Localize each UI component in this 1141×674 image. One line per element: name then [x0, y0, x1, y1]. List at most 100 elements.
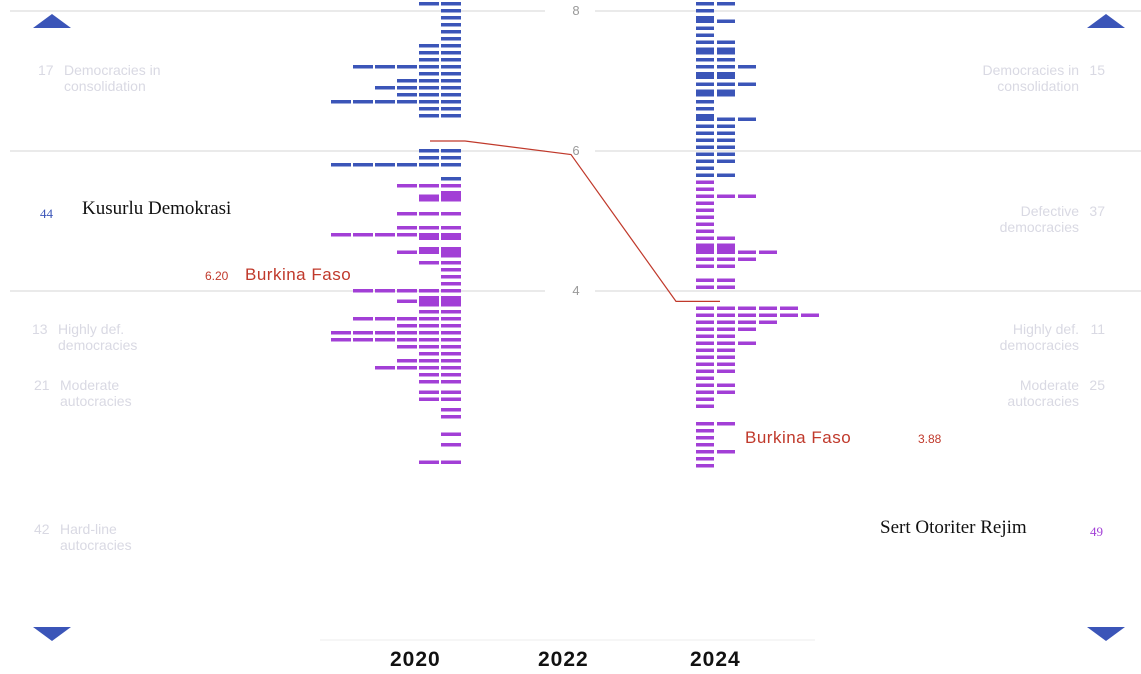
bar-2020 [441, 366, 461, 370]
right-cat-count: 25 [1089, 377, 1105, 393]
bar-2020 [375, 65, 395, 69]
bar-2020 [397, 359, 417, 363]
bar-2024 [696, 362, 714, 366]
bar-2024 [780, 313, 798, 317]
bar-2024 [717, 117, 735, 121]
scroll-down-left-icon[interactable] [33, 627, 71, 641]
bar-2020 [419, 100, 439, 104]
year-label-2024[interactable]: 2024 [690, 648, 741, 671]
bar-2024 [717, 243, 735, 247]
bar-2024 [696, 250, 714, 254]
bar-2024 [696, 222, 714, 226]
bar-2020 [397, 366, 417, 370]
bar-2020 [397, 65, 417, 69]
bar-2020 [375, 338, 395, 342]
bar-2020 [419, 2, 439, 6]
bar-2020 [419, 345, 439, 349]
bar-2020 [441, 65, 461, 69]
bar-2024 [696, 334, 714, 338]
bar-2020 [419, 317, 439, 321]
bar-2024 [696, 33, 714, 37]
bar-2024 [738, 313, 756, 317]
bar-2020 [419, 296, 439, 300]
right-hardline-count: 49 [1090, 524, 1103, 539]
bar-2024 [696, 47, 714, 51]
bar-2020 [441, 415, 461, 419]
bar-2024 [717, 348, 735, 352]
bar-2020 [441, 247, 461, 251]
bar-2020 [397, 345, 417, 349]
bar-2020 [441, 380, 461, 384]
bar-2024 [717, 313, 735, 317]
bar-2024 [717, 19, 735, 23]
bar-2024 [717, 369, 735, 373]
bar-2020 [441, 261, 461, 265]
bar-2024 [717, 47, 735, 51]
scroll-up-left-icon[interactable] [33, 14, 71, 28]
bar-2020 [441, 107, 461, 111]
left-defective-count: 44 [40, 206, 53, 221]
bar-2024 [696, 159, 714, 163]
right-cat-highly-defective: Highly def. democracies 11 [939, 321, 1105, 353]
bar-2024 [696, 173, 714, 177]
bar-2020 [397, 233, 417, 237]
bar-2020 [441, 299, 461, 303]
bar-2024 [696, 93, 714, 97]
bar-2020 [419, 58, 439, 62]
bar-2024 [717, 82, 735, 86]
bar-2024 [696, 180, 714, 184]
bar-2020 [397, 338, 417, 342]
bar-2024 [759, 313, 777, 317]
highlight-value-2020: 6.20 [205, 269, 229, 283]
bar-2020 [419, 72, 439, 76]
bar-2020 [375, 163, 395, 167]
left-cat-label: Moderate autocracies [60, 377, 132, 409]
bar-2024 [696, 443, 714, 447]
bar-2020 [419, 114, 439, 118]
bar-2024 [696, 327, 714, 331]
bar-2024 [696, 390, 714, 394]
bar-2024 [696, 51, 714, 55]
right-cat-label: Defective democracies [999, 203, 1079, 235]
bar-2020 [353, 65, 373, 69]
bar-2024 [696, 313, 714, 317]
bar-2020 [397, 289, 417, 293]
y-tick-label: 4 [572, 283, 579, 298]
bar-2024 [738, 257, 756, 261]
bar-2024 [696, 40, 714, 44]
bar-2020 [419, 226, 439, 230]
bar-2024 [717, 264, 735, 268]
bar-2020 [441, 194, 461, 198]
bar-2024 [717, 159, 735, 163]
bar-2024 [696, 404, 714, 408]
bar-2020 [441, 443, 461, 447]
bar-2020 [441, 373, 461, 377]
year-label-2022[interactable]: 2022 [538, 648, 589, 671]
bar-2020 [375, 317, 395, 321]
left-cat-count: 21 [34, 377, 50, 393]
bar-2020 [441, 2, 461, 6]
bar-2024 [717, 450, 735, 454]
bar-2020 [331, 233, 351, 237]
bar-2020 [419, 380, 439, 384]
left-cat-label: Democracies in consolidation [64, 62, 161, 94]
year-label-2020[interactable]: 2020 [390, 648, 441, 671]
bar-2020 [331, 338, 351, 342]
bar-2020 [419, 44, 439, 48]
bar-2020 [441, 275, 461, 279]
bar-2020 [441, 233, 461, 237]
bar-2020 [419, 198, 439, 202]
bar-2020 [441, 114, 461, 118]
bar-2024 [696, 89, 714, 93]
bar-2024 [696, 464, 714, 468]
bar-2020 [441, 100, 461, 104]
scroll-up-right-icon[interactable] [1087, 14, 1125, 28]
highlight-country-2024: Burkina Faso [745, 428, 852, 447]
bar-2024 [696, 201, 714, 205]
bar-2024 [738, 82, 756, 86]
bar-2024 [717, 2, 735, 6]
bar-2024 [717, 362, 735, 366]
scroll-down-right-icon[interactable] [1087, 627, 1125, 641]
bar-2020 [375, 86, 395, 90]
